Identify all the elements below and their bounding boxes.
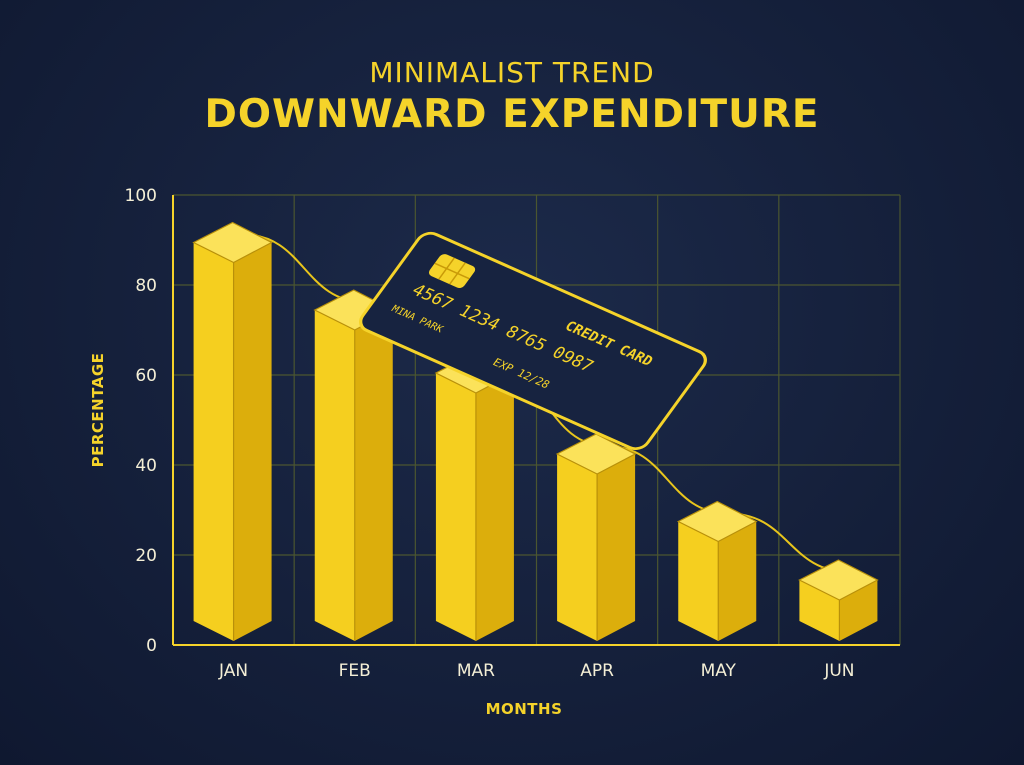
bar — [313, 289, 395, 641]
bar-side — [597, 454, 636, 641]
bar-top — [192, 221, 273, 264]
chart-subtitle: MINIMALIST TREND — [369, 56, 655, 89]
credit-card: CREDIT CARD 4567 1234 8765 0987 MINA PAR… — [359, 231, 707, 451]
x-tick-label: MAR — [457, 661, 495, 681]
bar — [555, 433, 637, 641]
y-tick-label: 60 — [135, 366, 157, 386]
y-axis-ticks: 0 20 40 60 80 100 — [125, 186, 157, 656]
y-tick-label: 40 — [135, 456, 157, 476]
y-tick-label: 80 — [135, 276, 157, 296]
x-tick-label: JUN — [823, 661, 854, 681]
grid-lines — [173, 194, 901, 646]
bar — [192, 221, 273, 641]
bar-side — [354, 310, 393, 641]
bar-top — [555, 433, 637, 475]
bar — [676, 500, 758, 641]
y-tick-label: 20 — [135, 546, 157, 566]
bar-front — [678, 521, 719, 641]
bar — [434, 352, 516, 641]
bar-front — [557, 454, 598, 641]
y-axis-title: PERCENTAGE — [89, 353, 107, 468]
chip-icon — [428, 254, 476, 288]
bar-side — [233, 242, 272, 641]
y-tick-label: 0 — [146, 636, 157, 656]
x-axis-title: MONTHS — [486, 700, 563, 718]
x-axis-ticks: JAN FEB MAR APR MAY JUN — [218, 661, 854, 681]
bar-top — [798, 559, 879, 601]
bar-front — [435, 373, 476, 641]
bar-front — [193, 242, 234, 641]
x-tick-label: APR — [580, 661, 614, 681]
bar-side — [475, 373, 514, 641]
bar-side — [718, 521, 757, 641]
chart-title: DOWNWARD EXPENDITURE — [204, 92, 820, 137]
y-tick-label: 100 — [125, 186, 157, 206]
credit-card-body — [359, 231, 707, 451]
x-tick-label: MAY — [701, 661, 737, 681]
bar — [798, 559, 879, 641]
axes — [172, 195, 900, 646]
x-tick-label: FEB — [339, 661, 371, 681]
bar-front — [314, 310, 355, 641]
x-tick-label: JAN — [218, 661, 248, 681]
bar-top — [676, 500, 758, 543]
